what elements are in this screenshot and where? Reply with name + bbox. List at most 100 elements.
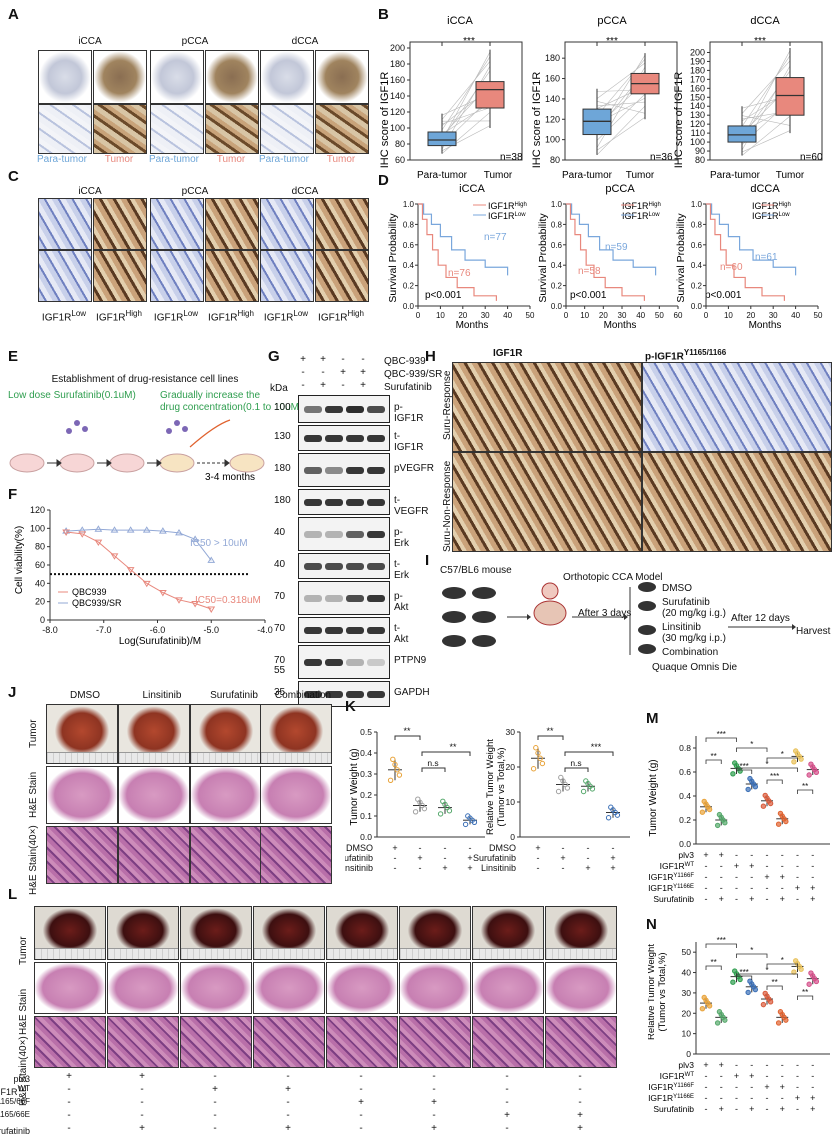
l-ruler: [181, 948, 251, 959]
b-tick-label: 80: [695, 155, 705, 165]
c-icca-high-core: [93, 198, 147, 250]
g-band: [346, 594, 364, 602]
g-band: [325, 530, 343, 538]
d-xtick-label: 20: [458, 311, 467, 320]
h-response-pigf1r: [642, 362, 832, 452]
b-box: [475, 81, 505, 109]
g-band: [325, 562, 343, 570]
g-band: [325, 626, 343, 634]
m-point: [705, 804, 711, 810]
k-sign: -: [537, 863, 540, 873]
d-xtick-label: 20: [746, 311, 755, 320]
panel-label-d: D: [378, 172, 389, 189]
m-point: [760, 803, 767, 809]
n-geno-label: IGF1RY1166E: [648, 1093, 694, 1103]
i-combo: Combination: [662, 647, 719, 658]
mouse-icon: [472, 635, 496, 647]
b-tick-label: 100: [390, 123, 405, 133]
l-sign: -: [67, 1097, 71, 1108]
e-title: Establishment of drug-resistance cell li…: [51, 374, 239, 385]
n-point: [732, 968, 738, 974]
panel-label-e: E: [8, 348, 19, 365]
m-point: [747, 775, 753, 782]
j-row-1: Tumor: [28, 719, 39, 748]
c-dcca-low-core: [260, 198, 314, 250]
mouse-icon: [472, 611, 496, 623]
b-tick-label: 160: [390, 75, 405, 85]
l-ruler: [546, 948, 616, 959]
b-chart-dcca: dCCA IHC score of IGF1R n=60 *** Para-tu…: [673, 15, 823, 181]
h-nonresponse-pigf1r: [642, 452, 832, 552]
i-lins: Linsitinib: [662, 622, 701, 633]
m-point: [750, 781, 757, 787]
k-point: [608, 804, 614, 810]
h-row-1: Suru-Response: [442, 370, 453, 440]
n-sign: +: [795, 1093, 800, 1103]
g-sign: +: [340, 367, 346, 378]
l-ruler: [108, 948, 178, 959]
n-sign: +: [764, 1082, 769, 1092]
g-kda: kDa: [270, 383, 288, 394]
m-sign: +: [719, 894, 724, 904]
m-ytick-label: 0.8: [679, 743, 691, 753]
k-row-label: Linsitinib: [481, 863, 516, 873]
e-dish-5: [229, 453, 265, 473]
e-molecule-icons: [66, 420, 188, 434]
a-pcca-para-core: [150, 50, 204, 104]
f-ic1: IC50 > 10uM: [190, 538, 248, 549]
l-sign: -: [505, 1071, 509, 1082]
k-point: [555, 788, 562, 795]
f-ytick-label: 40: [35, 578, 45, 588]
a-pcca-para-zoom: [150, 104, 204, 154]
d-leg-high: IGF1RHigh: [488, 201, 527, 211]
n-sign: +: [719, 1104, 724, 1114]
g-sign: +: [320, 380, 326, 391]
l-he-zoom: [545, 1016, 617, 1068]
b-pair-line: [741, 115, 791, 156]
m-sign: -: [766, 850, 769, 860]
g-kda-marker: 180: [274, 495, 291, 506]
l-row-1: Tumor: [18, 936, 29, 965]
d-ytick-label: 0.6: [403, 241, 415, 250]
a-icca-para-core: [38, 50, 92, 104]
k-point: [539, 760, 546, 767]
g-sign: -: [321, 367, 325, 378]
j-col-2: Linsitinib: [142, 690, 182, 701]
f-ytick-label: 60: [35, 560, 45, 570]
d-ylabel: Survival Probability: [537, 213, 549, 303]
n-sign: -: [705, 1093, 708, 1103]
g-blot-pvegfr: [298, 453, 390, 487]
l-sign: -: [432, 1110, 436, 1121]
l-he-whole: [107, 962, 179, 1014]
j-row-2: H&E Stain: [28, 771, 39, 818]
g-kda-marker: 70: [274, 623, 286, 634]
k-row-label: DMSO: [489, 843, 516, 853]
k-ylabel-2a: Relative Tumor Weight: [485, 739, 496, 835]
l-geno-label: IGF1RY1165/66E: [0, 1110, 30, 1123]
mouse-icon: [442, 587, 466, 599]
n-bracket: [705, 943, 737, 948]
n-geno-sup: Y1166F: [673, 1083, 694, 1089]
b-box: [727, 125, 757, 143]
j-ruler: [191, 752, 261, 763]
n-sign: -: [735, 1060, 738, 1070]
g-band: [325, 498, 343, 506]
b-tick-label: 140: [390, 91, 405, 101]
f-legend-1: QBC939: [72, 587, 107, 597]
b-pair-line: [441, 125, 491, 152]
l-sign: -: [505, 1097, 509, 1108]
m-sign: -: [735, 883, 738, 893]
l-he-whole: [34, 962, 106, 1014]
m-sign: -: [811, 861, 814, 871]
d-nlow: n=61: [755, 252, 778, 263]
m-geno-sup: Y1166E: [673, 884, 694, 890]
a-dcca-para-core: [260, 50, 314, 104]
d-p: p<0.001: [425, 290, 462, 301]
b-tick-label: 100: [545, 135, 560, 145]
m-point: [714, 822, 721, 829]
m-geno-text: IGF1R: [648, 883, 673, 893]
n-geno-label: Surufatinib: [653, 1104, 694, 1114]
a-title-icca: iCCA: [78, 36, 102, 47]
l-ruler: [35, 948, 105, 959]
m-geno-label: IGF1RY1166E: [648, 883, 694, 893]
